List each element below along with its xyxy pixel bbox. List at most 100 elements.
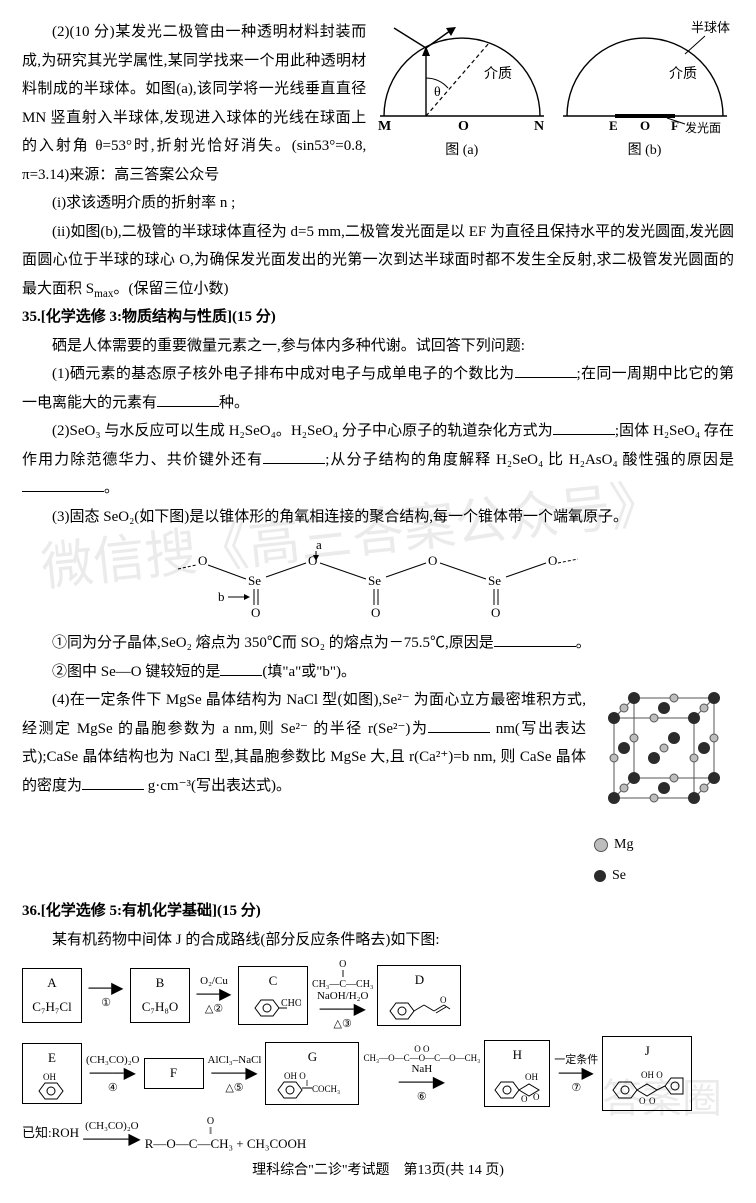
q35-p1: (1)硒元素的基态原子核外电子排布中成对电子与成单电子的个数比为;在同一周期中比… <box>22 360 734 417</box>
arrow-1: ──▶ ① <box>86 981 126 1009</box>
fig-b-face: 发光面 <box>685 120 721 135</box>
q35-p3-1: ①同为分子晶体,SeO₂ 熔点为 350℃而 SO₂ 的熔点为－75.5℃,原因… <box>22 629 734 658</box>
q35-p3-2a: ②图中 Se—O 键较短的是 <box>52 664 220 680</box>
arrow-5: AlCl₃–NaCl ───▶ △⑤ <box>208 1054 262 1094</box>
arrow-5-top: AlCl₃–NaCl <box>208 1054 262 1066</box>
o-label: O <box>251 605 260 620</box>
arrow-shaft-icon: ───▶ <box>211 1066 257 1082</box>
svg-text:OH O: OH O <box>284 1071 306 1081</box>
arrow-shaft-icon: ──▶ <box>559 1066 594 1082</box>
q35-p3-2b: (填"a"或"b")。 <box>262 664 356 680</box>
node-G: G OH O ‖ COCH₃ <box>265 1042 359 1105</box>
o-label: O <box>371 605 380 620</box>
node-A-formula: C₇H₇Cl <box>29 995 75 1020</box>
arrow-4-top: (CH₃CO)₂O <box>86 1054 140 1066</box>
blank <box>515 362 577 378</box>
arrow-shaft-icon: ───▶ <box>399 1075 445 1091</box>
q35-p4c: g·cm⁻³(写出表达式)。 <box>144 778 291 794</box>
node-G-name: G <box>272 1045 352 1070</box>
node-H-name: H <box>491 1043 543 1068</box>
figure-a: θ M O N 介质 图 (a) <box>374 18 549 165</box>
q2-ii: (ii)如图(b),二极管的半球球体直径为 d=5 mm,二极管发光面是以 EF… <box>22 218 734 304</box>
legend-mg: Mg <box>594 832 734 859</box>
blank <box>220 660 262 676</box>
q36-lead: 某有机药物中间体 J 的合成路线(部分反应条件略去)如下图: <box>22 926 734 955</box>
known-arrow: (CH₃CO)₂O ────▶ <box>83 1120 141 1148</box>
arrow-3-reagent: CH₃—C—CH₃ <box>312 980 373 990</box>
legend-mg-label: Mg <box>614 832 633 859</box>
q2-i: (i)求该透明介质的折射率 n ; <box>22 189 734 218</box>
arrow-7: 一定条件 ──▶ ⑦ <box>554 1054 598 1094</box>
se-label: Se <box>368 573 381 588</box>
known-label: 已知:ROH <box>22 1121 79 1146</box>
arrow-4: (CH₃CO)₂O ───▶ ④ <box>86 1054 140 1094</box>
node-A-name: A <box>29 971 75 996</box>
arrow-3-bot: △③ <box>334 1018 352 1030</box>
node-B-name: B <box>137 971 183 996</box>
arrow-1-bot: ① <box>101 997 111 1009</box>
known-product: R—O—C—CH₃ + CH₃COOH <box>145 1137 307 1150</box>
crystal-svg <box>594 688 734 828</box>
q35-p2: (2)SeO₃ 与水反应可以生成 H₂SeO₄。H₂SeO₄ 分子中心原子的轨道… <box>22 417 734 503</box>
svg-text:COCH₃: COCH₃ <box>312 1084 340 1094</box>
g-structure-icon: OH O ‖ COCH₃ <box>272 1070 352 1102</box>
o-label: O <box>428 553 437 568</box>
q35-p2d: 。 <box>104 480 119 496</box>
arrow-shaft-icon: ────▶ <box>83 1132 141 1148</box>
q2-ii-tail: 。(保留三位小数) <box>113 281 228 297</box>
q35-p3-1a: ①同为分子晶体,SeO₂ 熔点为 350℃而 SO₂ 的熔点为－75.5℃,原因… <box>52 635 494 651</box>
node-B-formula: C₇H₈O <box>137 995 183 1020</box>
arrow-7-bot: ⑦ <box>571 1082 581 1094</box>
q35-p3: (3)固态 SeO₂(如下图)是以锥体形的角氧相连接的聚合结构,每一个锥体带一个… <box>22 503 734 532</box>
q35-lead: 硒是人体需要的重要微量元素之一,参与体内多种代谢。试回答下列问题: <box>22 332 734 361</box>
se-label: Se <box>488 573 501 588</box>
arrow-4-bot: ④ <box>108 1082 118 1094</box>
arrow-6-bot: ⑥ <box>417 1091 427 1103</box>
svg-text:‖: ‖ <box>306 1079 308 1088</box>
svg-text:O: O <box>649 1096 656 1106</box>
svg-text:CHO: CHO <box>281 998 301 1009</box>
node-D-name: D <box>384 968 454 993</box>
node-J-name: J <box>609 1039 685 1064</box>
svg-text:O: O <box>521 1094 528 1104</box>
svg-text:O: O <box>440 995 447 1005</box>
arrow-3: O ‖ CH₃—C—CH₃ NaOH/H₂O ───▶ △③ <box>312 960 373 1030</box>
node-J: J OH O O O <box>602 1036 692 1111</box>
q35-p2c: ;从分子结构的角度解释 H₂SeO₄ 比 H₂AsO₄ 酸性强的原因是 <box>325 452 734 468</box>
synthesis-row-1: A C₇H₇Cl ──▶ ① B C₇H₈O O₂/Cu ──▶ △② C CH… <box>22 960 734 1030</box>
known-reaction: 已知:ROH (CH₃CO)₂O ────▶ O ‖ R—O—C—CH₃ + C… <box>22 1117 734 1150</box>
svg-text:O: O <box>639 1096 646 1106</box>
arrow-shaft-icon: ───▶ <box>320 1002 366 1018</box>
known-reagent: (CH₃CO)₂O <box>85 1120 139 1132</box>
arrow-6: O O CH₃—O—C—O—C—O—CH₃ NaH ───▶ ⑥ <box>363 1045 480 1103</box>
figure-a-svg: θ M O N 介质 <box>374 18 549 138</box>
arrow-shaft-icon: ──▶ <box>89 981 124 997</box>
theta-label: θ <box>434 85 441 100</box>
se-label: Se <box>248 573 261 588</box>
node-C: C CHO <box>238 966 308 1025</box>
q35-title: 35.[化学选修 3:物质结构与性质](15 分) <box>22 303 734 332</box>
q35-p2a: (2)SeO₃ 与水反应可以生成 H₂SeO₄。H₂SeO₄ 分子中心原子的轨道… <box>52 423 553 439</box>
mg-dot-icon <box>594 838 608 852</box>
svg-text:OH: OH <box>525 1072 538 1082</box>
arrow-shaft-icon: ───▶ <box>90 1066 136 1082</box>
b-label: b <box>218 589 225 604</box>
q35-p3-1b: 。 <box>576 635 591 651</box>
q35-p1c: 种。 <box>219 395 249 411</box>
o-label: O <box>548 553 557 568</box>
svg-text:OH O: OH O <box>641 1070 663 1080</box>
arrow-6-reagent: CH₃—O—C—O—C—O—CH₃ <box>363 1054 480 1063</box>
arrow-6-top: NaH <box>411 1063 432 1075</box>
arrow-2-bot: △② <box>205 1003 223 1015</box>
figure-b-caption: 图 (b) <box>557 138 732 165</box>
node-E: E OH <box>22 1043 82 1104</box>
synthesis-row-2: E OH (CH₃CO)₂O ───▶ ④ F AlCl₃–NaCl ───▶ … <box>22 1036 734 1111</box>
q35-p1a: (1)硒元素的基态原子核外电子排布中成对电子与成单电子的个数比为 <box>52 366 515 382</box>
o-label: O <box>491 605 500 620</box>
fig-a-medium: 介质 <box>484 66 512 82</box>
node-F-name: F <box>151 1061 197 1086</box>
q35-p3-2: ②图中 Se—O 键较短的是 (填"a"或"b")。 <box>22 658 734 687</box>
node-D: D O <box>377 965 461 1026</box>
figure-b-svg: 介质 半球体 E O F 发光面 <box>557 18 732 138</box>
legend-se: Se <box>594 863 734 890</box>
